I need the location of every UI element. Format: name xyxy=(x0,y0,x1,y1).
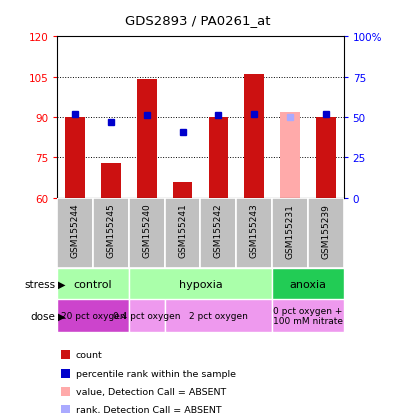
Bar xyxy=(308,198,344,268)
Bar xyxy=(165,299,272,332)
Bar xyxy=(280,112,300,198)
Bar xyxy=(236,198,272,268)
Text: 20 pct oxygen: 20 pct oxygen xyxy=(61,311,125,320)
Bar xyxy=(129,198,165,268)
Text: ▶: ▶ xyxy=(58,311,66,321)
Text: 0 pct oxygen +
100 mM nitrate: 0 pct oxygen + 100 mM nitrate xyxy=(273,306,343,325)
Text: ▶: ▶ xyxy=(58,279,66,289)
Bar xyxy=(316,118,336,198)
Bar xyxy=(57,198,93,268)
Bar xyxy=(129,268,272,299)
Text: hypoxia: hypoxia xyxy=(179,279,222,289)
Bar xyxy=(101,163,121,198)
Text: GSM155239: GSM155239 xyxy=(321,203,330,258)
Text: GSM155242: GSM155242 xyxy=(214,203,223,258)
Bar xyxy=(137,80,156,198)
Bar xyxy=(165,198,201,268)
Bar xyxy=(245,75,264,198)
Text: value, Detection Call = ABSENT: value, Detection Call = ABSENT xyxy=(76,387,226,396)
Text: GSM155245: GSM155245 xyxy=(107,203,115,258)
Bar xyxy=(93,198,129,268)
Text: percentile rank within the sample: percentile rank within the sample xyxy=(76,369,236,377)
Text: GDS2893 / PA0261_at: GDS2893 / PA0261_at xyxy=(125,14,270,27)
Bar xyxy=(272,299,344,332)
Text: GSM155244: GSM155244 xyxy=(71,203,80,258)
Text: stress: stress xyxy=(24,279,55,289)
Bar xyxy=(201,198,236,268)
Bar xyxy=(57,299,129,332)
Text: control: control xyxy=(74,279,113,289)
Bar xyxy=(173,182,192,198)
Bar xyxy=(65,118,85,198)
Text: rank, Detection Call = ABSENT: rank, Detection Call = ABSENT xyxy=(76,405,222,413)
Text: count: count xyxy=(76,351,103,359)
Text: anoxia: anoxia xyxy=(290,279,326,289)
Text: GSM155231: GSM155231 xyxy=(286,203,294,258)
Bar xyxy=(272,268,344,299)
Bar xyxy=(209,118,228,198)
Text: GSM155243: GSM155243 xyxy=(250,203,259,258)
Text: 2 pct oxygen: 2 pct oxygen xyxy=(189,311,248,320)
Bar xyxy=(129,299,165,332)
Text: GSM155240: GSM155240 xyxy=(142,203,151,258)
Bar xyxy=(57,268,129,299)
Bar xyxy=(272,198,308,268)
Text: GSM155241: GSM155241 xyxy=(178,203,187,258)
Text: 0.4 pct oxygen: 0.4 pct oxygen xyxy=(113,311,181,320)
Text: dose: dose xyxy=(30,311,55,321)
